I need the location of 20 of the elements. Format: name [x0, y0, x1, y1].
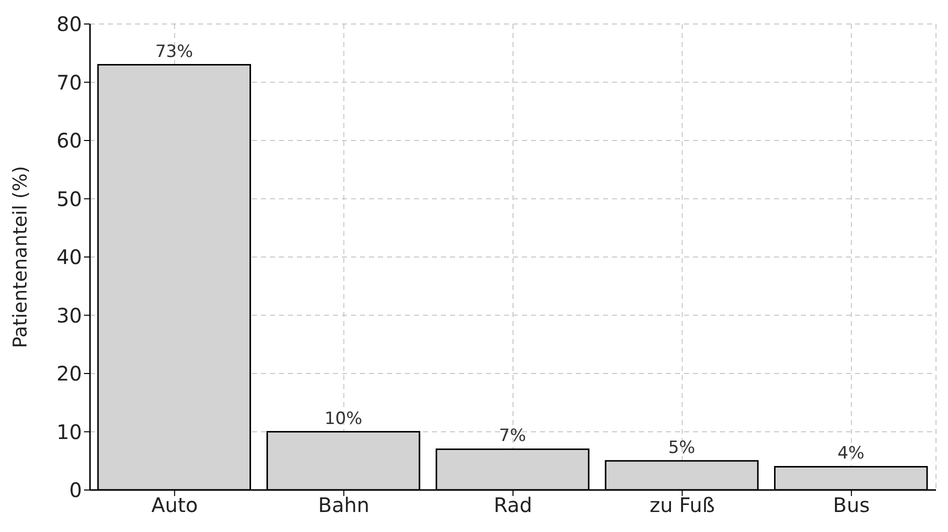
- data-label: 7%: [499, 426, 526, 446]
- y-tick-label: 80: [56, 12, 82, 36]
- y-tick-label: 60: [56, 128, 82, 153]
- y-tick-label: 30: [56, 303, 82, 328]
- x-tick-label: Bus: [832, 493, 870, 518]
- data-label: 73%: [155, 42, 194, 62]
- data-label: 4%: [837, 444, 864, 464]
- y-tick-label: 20: [56, 362, 82, 386]
- data-label: 5%: [668, 438, 696, 458]
- y-axis-title: Patientenanteil (%): [10, 166, 32, 348]
- data-label: 10%: [324, 408, 362, 429]
- x-tick-label: Rad: [494, 493, 532, 518]
- y-tick-label: 0: [69, 478, 82, 502]
- y-tick-label: 70: [56, 70, 82, 94]
- x-tick-label: Auto: [151, 493, 198, 518]
- x-tick-label: zu Fuß: [650, 493, 715, 518]
- y-tick-label: 50: [56, 186, 82, 211]
- y-tick-label: 10: [56, 420, 82, 444]
- x-tick-label: Bahn: [318, 493, 370, 518]
- y-tick-label: 40: [56, 245, 82, 270]
